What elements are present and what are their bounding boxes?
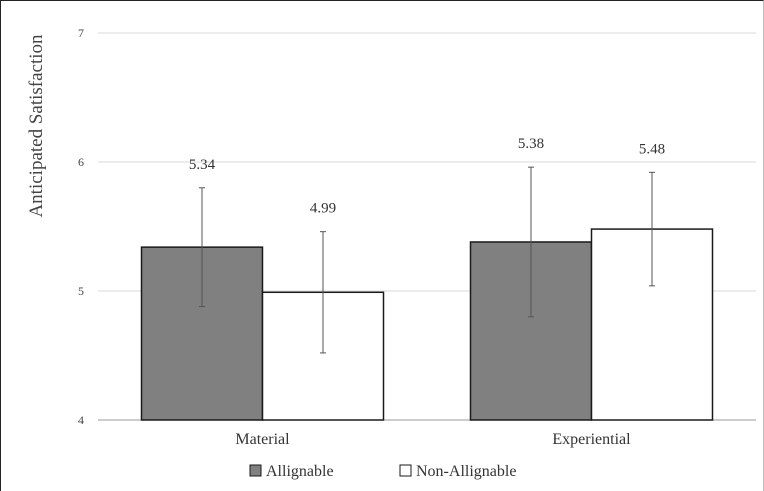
legend-label: Non-Allignable xyxy=(416,463,516,480)
data-label: 4.99 xyxy=(310,201,336,217)
y-tick-label: 7 xyxy=(78,26,84,40)
legend-swatch xyxy=(399,464,412,477)
y-tick-label: 4 xyxy=(78,413,84,427)
y-axis-ticks: 4 5 6 7 xyxy=(78,26,84,427)
x-tick-label: Material xyxy=(235,431,290,448)
legend-label: Allignable xyxy=(266,463,334,480)
x-axis-ticks: Material Experiential xyxy=(235,431,631,448)
y-tick-label: 6 xyxy=(78,155,84,169)
data-labels: 5.34 4.99 5.38 5.48 xyxy=(189,136,665,217)
legend: Allignable Non-Allignable xyxy=(249,463,516,480)
data-label: 5.48 xyxy=(639,141,665,157)
x-tick-label: Experiential xyxy=(552,431,631,448)
data-label: 5.38 xyxy=(518,136,544,152)
bars xyxy=(140,228,714,421)
data-label: 5.34 xyxy=(189,157,216,173)
bar xyxy=(261,291,385,421)
y-axis-title: Anticipated Satisfaction xyxy=(26,34,47,218)
y-tick-label: 5 xyxy=(78,284,84,298)
legend-swatch xyxy=(249,464,262,477)
error-bars xyxy=(199,166,655,354)
